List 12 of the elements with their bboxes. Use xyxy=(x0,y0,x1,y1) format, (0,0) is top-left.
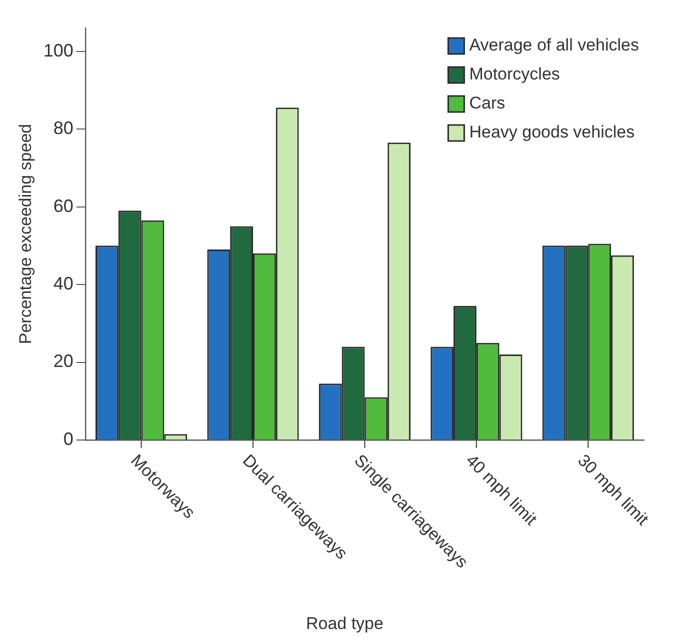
y-tick-label: 40 xyxy=(53,273,74,294)
legend-label: Motorcycles xyxy=(469,64,560,84)
legend-label: Heavy goods vehicles xyxy=(469,122,635,142)
y-tick-label: 60 xyxy=(53,196,74,216)
legend-label: Cars xyxy=(469,94,506,113)
x-axis-title: Road type xyxy=(306,614,384,634)
y-tick-label: 100 xyxy=(43,40,74,60)
y-axis-title: Percentage exceeding speed xyxy=(16,124,35,344)
y-tick-label: 0 xyxy=(63,428,74,449)
y-tick-label: 20 xyxy=(53,351,74,372)
y-tick-label: 80 xyxy=(53,118,74,138)
legend-label: Average of all vehicles xyxy=(469,36,640,55)
